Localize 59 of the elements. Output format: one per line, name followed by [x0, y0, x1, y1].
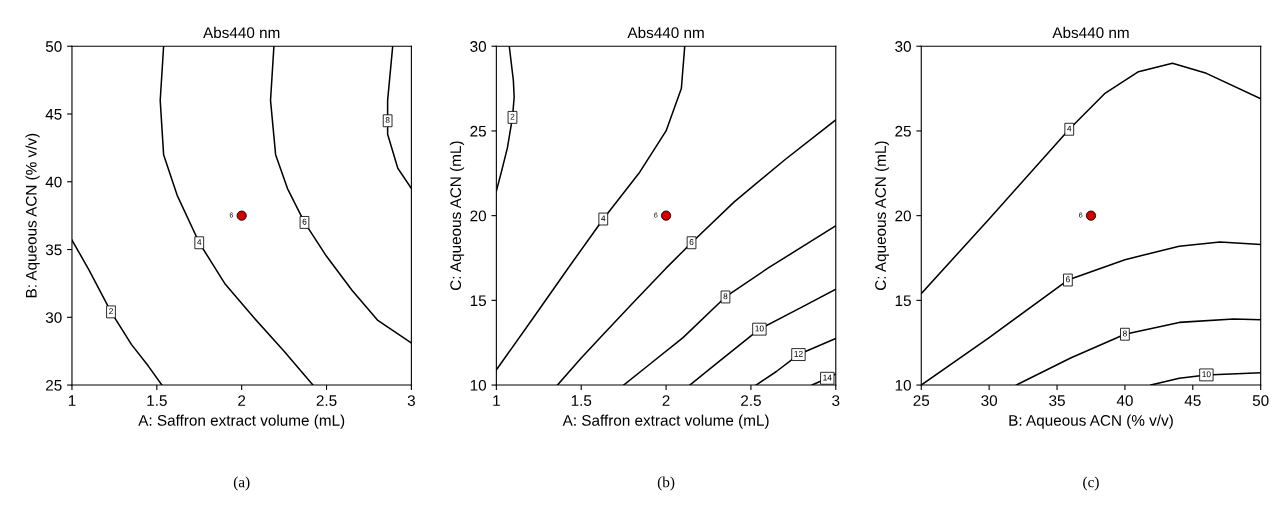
annotation: 10 — [1202, 371, 1211, 378]
x-tick-label: 2.5 — [316, 395, 337, 407]
y-tick-label: 35 — [45, 244, 62, 256]
x-axis-title: A: Saffron extract volume (mL) — [138, 414, 345, 429]
annotation: 4 — [197, 239, 202, 245]
annotation: 6 — [1066, 276, 1070, 283]
annotation: 2 — [109, 308, 113, 315]
text: (a) — [233, 476, 250, 491]
annotation: 10 — [755, 325, 764, 332]
x-axis-title: A: Saffron extract volume (mL) — [562, 414, 769, 429]
annotation: 8 — [723, 293, 728, 300]
x-tick-label: 30 — [981, 395, 998, 407]
x-tick-label: 25 — [913, 395, 930, 407]
x-tick-label: 40 — [1116, 395, 1133, 407]
text: (b) — [657, 476, 675, 491]
x-tick-label: 1 — [493, 395, 500, 406]
x-tick-label: 45 — [1184, 395, 1201, 407]
annotation: 8 — [1122, 330, 1127, 337]
chart-title: Abs440 nm — [1052, 26, 1129, 39]
y-tick-label: 10 — [895, 379, 911, 391]
annotation: 8 — [385, 117, 390, 124]
y-axis-title: C: Aqueous ACN (mL) — [449, 141, 465, 291]
x-tick-label: 1.5 — [571, 395, 592, 407]
x-tick-label: 50 — [1252, 395, 1269, 407]
y-tick-label: 30 — [45, 312, 62, 323]
x-axis-title: B: Aqueous ACN (% v/v) — [1009, 414, 1173, 429]
x-tick-label: 3 — [407, 395, 415, 407]
y-tick-label: 25 — [470, 125, 486, 137]
chart-title: Abs440 nm — [203, 26, 280, 39]
annotation: 4 — [601, 215, 606, 222]
chart-title: Abs440 nm — [627, 26, 704, 39]
annotation: 14 — [823, 374, 832, 381]
y-axis-title: C: Aqueous ACN (mL) — [874, 141, 889, 291]
y-tick-label: 50 — [45, 41, 62, 52]
y-tick-label: 20 — [895, 210, 911, 222]
y-tick-label: 25 — [895, 125, 911, 137]
y-tick-label: 40 — [45, 176, 62, 188]
y-tick-label: 15 — [470, 295, 486, 307]
y-axis-title: B: Aqueous ACN (% v/v) — [25, 133, 40, 298]
x-tick-label: 1 — [68, 395, 76, 406]
x-tick-label: 3 — [832, 395, 840, 407]
annotation: 12 — [794, 350, 803, 357]
y-tick-label: 30 — [895, 41, 911, 52]
y-tick-label: 45 — [45, 109, 62, 120]
annotation: 6 — [302, 218, 307, 225]
x-tick-label: 2.5 — [741, 395, 761, 407]
y-tick-label: 30 — [470, 41, 487, 52]
y-tick-label: 10 — [470, 379, 487, 391]
annotation: 2 — [510, 113, 515, 120]
text: (c) — [1083, 476, 1099, 491]
x-tick-label: 35 — [1049, 395, 1065, 407]
y-tick-label: 15 — [895, 295, 911, 307]
annotation: 6 — [689, 239, 694, 245]
x-tick-label: 2 — [238, 395, 246, 406]
y-tick-label: 25 — [46, 379, 62, 391]
x-tick-label: 1.5 — [147, 395, 167, 407]
x-tick-label: 2 — [662, 395, 670, 406]
y-tick-label: 20 — [470, 210, 487, 222]
annotation: 4 — [1067, 125, 1072, 132]
